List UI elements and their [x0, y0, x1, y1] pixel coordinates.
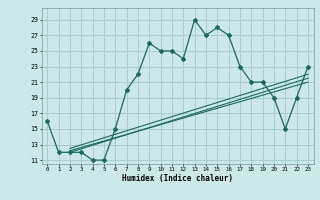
X-axis label: Humidex (Indice chaleur): Humidex (Indice chaleur) — [122, 174, 233, 183]
